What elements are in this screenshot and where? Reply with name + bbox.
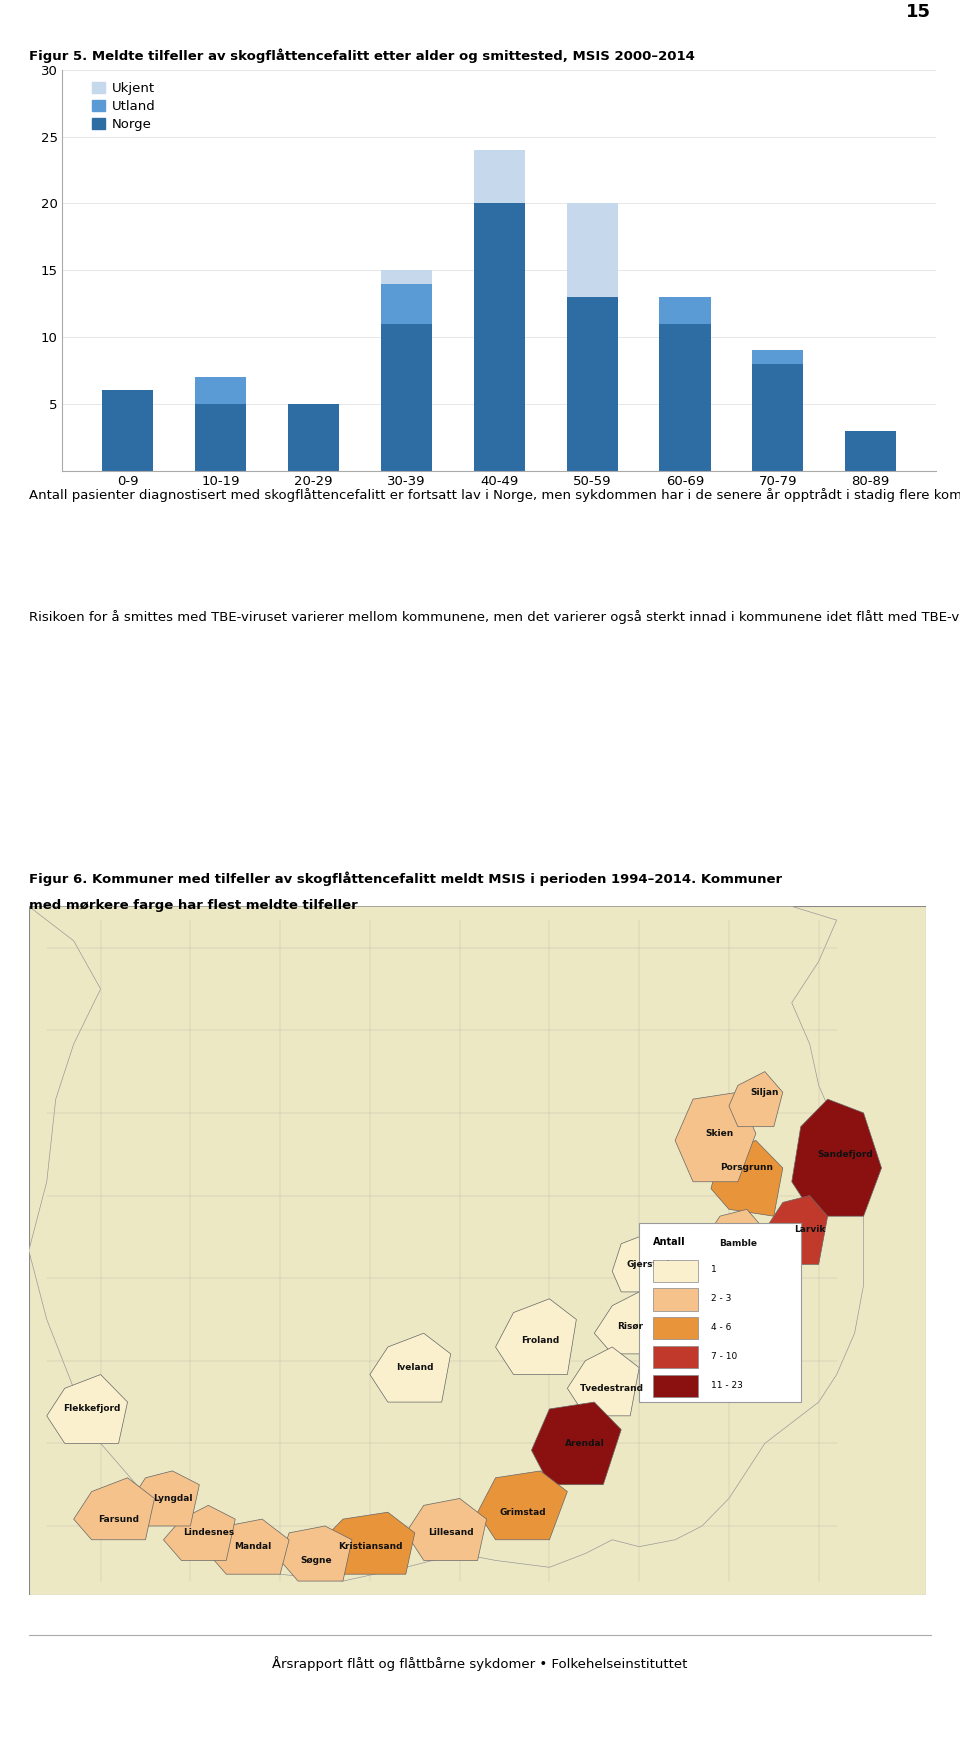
Text: Skien: Skien: [706, 1129, 734, 1138]
Text: Siljan: Siljan: [751, 1088, 780, 1096]
Bar: [566, 204, 617, 296]
Polygon shape: [532, 1401, 621, 1485]
Polygon shape: [612, 1231, 684, 1292]
Bar: [639, 1224, 801, 1401]
Text: Figur 6. Kommuner med tilfeller av skogflåttencefalitt meldt MSIS i perioden 199: Figur 6. Kommuner med tilfeller av skogf…: [29, 872, 782, 885]
Bar: [660, 324, 710, 471]
Text: 1: 1: [711, 1265, 717, 1274]
Polygon shape: [567, 1347, 639, 1415]
Polygon shape: [47, 1375, 128, 1443]
Text: Risikoen for å smittes med TBE-viruset varierer mellom kommunene, men det varier: Risikoen for å smittes med TBE-viruset v…: [29, 610, 960, 624]
Polygon shape: [280, 1527, 352, 1581]
Bar: [381, 324, 432, 471]
Text: 2 - 3: 2 - 3: [711, 1295, 732, 1304]
Polygon shape: [765, 1196, 828, 1264]
Bar: [653, 1260, 698, 1281]
Bar: [288, 404, 339, 471]
Text: Lindesnes: Lindesnes: [182, 1529, 234, 1537]
Bar: [753, 350, 804, 364]
Bar: [195, 376, 246, 404]
Text: Antall pasienter diagnostisert med skogflåttencefalitt er fortsatt lav i Norge, : Antall pasienter diagnostisert med skogf…: [29, 488, 960, 502]
Text: 4 - 6: 4 - 6: [711, 1323, 732, 1332]
Text: 11 - 23: 11 - 23: [711, 1380, 743, 1391]
Polygon shape: [74, 1478, 155, 1539]
Polygon shape: [29, 906, 864, 1581]
Polygon shape: [370, 1333, 450, 1401]
Text: Sandefjord: Sandefjord: [818, 1150, 874, 1159]
Bar: [653, 1346, 698, 1368]
Text: Kristiansand: Kristiansand: [338, 1543, 402, 1551]
Polygon shape: [729, 1072, 782, 1126]
Text: Grimstad: Grimstad: [499, 1508, 546, 1516]
Text: Risør: Risør: [617, 1321, 643, 1332]
Text: Flekkefjord: Flekkefjord: [63, 1405, 120, 1414]
Polygon shape: [711, 1140, 782, 1217]
Text: Mandal: Mandal: [234, 1543, 272, 1551]
Polygon shape: [675, 1093, 756, 1182]
Text: Bamble: Bamble: [719, 1239, 756, 1248]
Bar: [381, 284, 432, 324]
Polygon shape: [594, 1292, 666, 1354]
Text: Tvedestrand: Tvedestrand: [580, 1384, 644, 1393]
Polygon shape: [495, 1299, 576, 1375]
Legend: Ukjent, Utland, Norge: Ukjent, Utland, Norge: [86, 77, 160, 136]
Bar: [381, 270, 432, 284]
Text: Søgne: Søgne: [300, 1556, 332, 1565]
Text: med mørkere farge har flest meldte tilfeller: med mørkere farge har flest meldte tilfe…: [29, 899, 357, 912]
Text: Årsrapport flått og flåttbårne sykdomer • Folkehelseinstituttet: Årsrapport flått og flåttbårne sykdomer …: [273, 1656, 687, 1672]
Bar: [473, 204, 525, 471]
Text: Froland: Froland: [521, 1335, 560, 1344]
Text: Arendal: Arendal: [565, 1440, 605, 1448]
Bar: [653, 1375, 698, 1398]
Text: Figur 5. Meldte tilfeller av skogflåttencefalitt etter alder og smittested, MSIS: Figur 5. Meldte tilfeller av skogflåtten…: [29, 49, 695, 63]
Bar: [845, 431, 897, 471]
Text: Antall: Antall: [653, 1238, 685, 1246]
Text: Lillesand: Lillesand: [428, 1529, 473, 1537]
Polygon shape: [792, 1100, 881, 1217]
Text: Porsgrunn: Porsgrunn: [720, 1164, 774, 1173]
Bar: [473, 150, 525, 204]
Polygon shape: [702, 1210, 765, 1271]
Bar: [195, 404, 246, 471]
Text: Farsund: Farsund: [98, 1515, 139, 1523]
Polygon shape: [406, 1499, 487, 1560]
Text: Lyngdal: Lyngdal: [153, 1494, 192, 1502]
Polygon shape: [163, 1506, 235, 1560]
Text: 15: 15: [906, 3, 931, 21]
Bar: [753, 364, 804, 471]
Polygon shape: [478, 1471, 567, 1539]
Text: Larvik: Larvik: [794, 1225, 826, 1234]
Text: 7 - 10: 7 - 10: [711, 1353, 737, 1361]
Text: Gjerstad: Gjerstad: [627, 1260, 670, 1269]
Bar: [653, 1288, 698, 1311]
Bar: [660, 296, 710, 324]
Text: Iveland: Iveland: [396, 1363, 434, 1372]
Polygon shape: [208, 1520, 289, 1574]
Polygon shape: [316, 1513, 415, 1574]
Bar: [566, 296, 617, 471]
Bar: [102, 390, 154, 471]
Polygon shape: [128, 1471, 200, 1527]
Bar: [653, 1318, 698, 1339]
